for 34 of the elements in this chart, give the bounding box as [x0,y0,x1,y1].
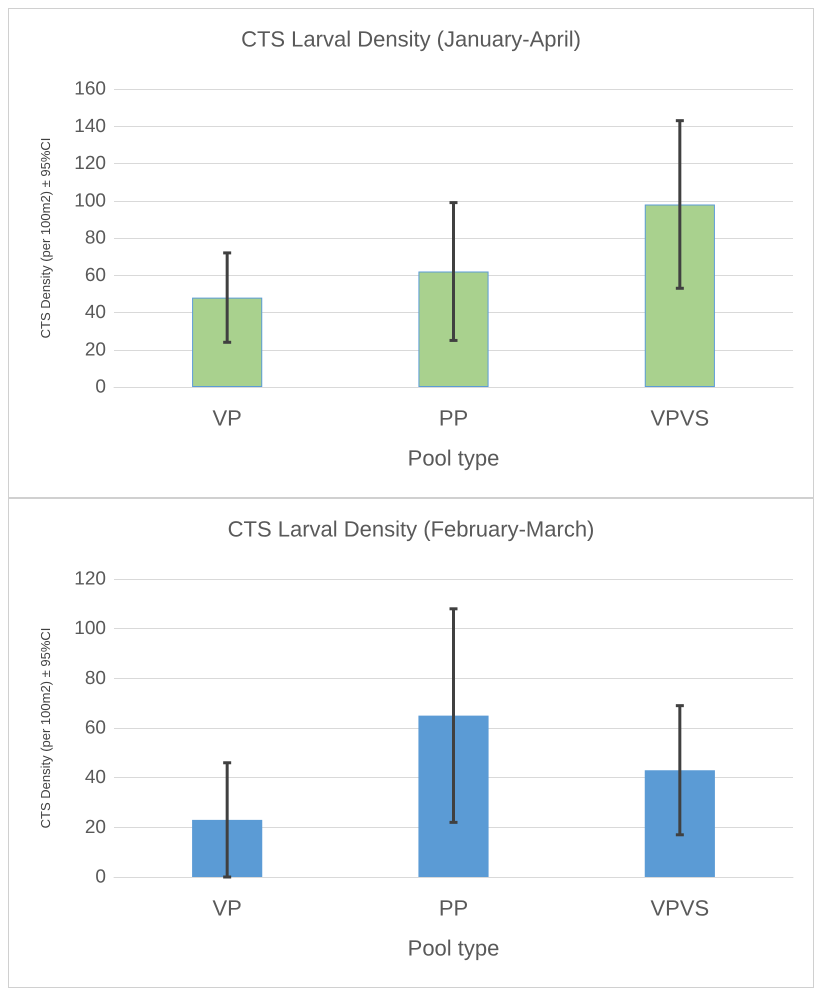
x-tick-label: VP [212,896,242,920]
y-tick-label: 40 [84,767,106,788]
y-tick-label: 60 [84,264,106,286]
y-tick-label: 20 [84,816,106,838]
y-tick-label: 160 [74,78,106,100]
y-axis-title: CTS Density (per 100m2) ± 95%CI [38,628,53,828]
x-axis-title: Pool type [408,446,500,470]
x-tick-label: VP [212,406,242,430]
y-tick-label: 120 [74,568,106,590]
chart-title: CTS Larval Density (January-April) [241,26,581,52]
bar [192,298,262,387]
y-tick-label: 40 [84,302,106,323]
bar [644,770,715,877]
y-tick-label: 140 [74,116,106,137]
y-tick-label: 80 [84,668,106,689]
x-tick-label: PP [438,896,468,920]
chart-title: CTS Larval Density (February-March) [228,516,594,542]
x-tick-label: PP [438,406,468,430]
y-tick-label: 0 [95,866,106,888]
y-axis-title: CTS Density (per 100m2) ± 95%CI [38,138,53,338]
x-tick-label: VPVS [650,406,710,430]
y-tick-label: 100 [74,190,106,212]
bar [192,820,262,877]
y-tick-label: 120 [74,153,106,174]
bar [418,272,489,387]
y-tick-label: 80 [84,228,106,248]
bar [418,716,489,877]
x-tick-label: VPVS [650,896,710,920]
y-tick-label: 60 [84,718,106,738]
y-tick-label: 20 [84,339,106,360]
y-tick-label: 100 [74,618,106,640]
x-axis-title: Pool type [408,936,500,960]
bar [644,204,715,387]
y-tick-label: 0 [95,376,106,398]
